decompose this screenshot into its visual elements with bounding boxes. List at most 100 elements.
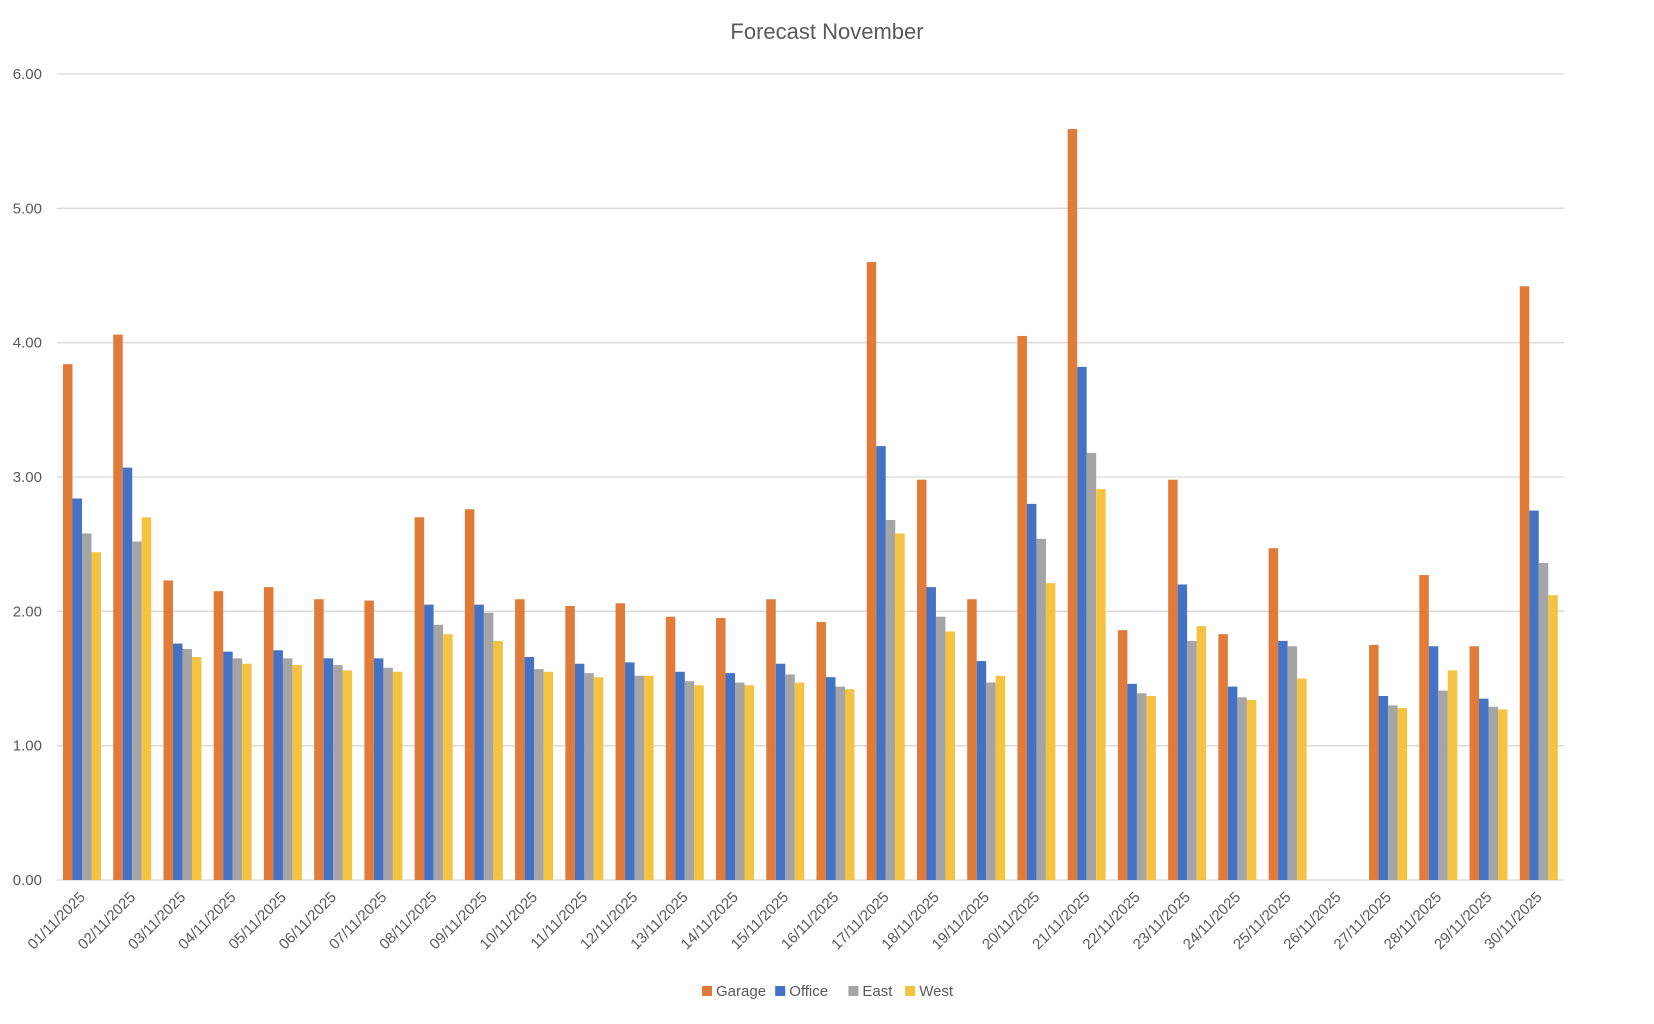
bar-west-17/11/2025 <box>895 533 905 880</box>
bar-garage-28/11/2025 <box>1419 575 1429 880</box>
y-tick-label: 2.00 <box>13 603 42 620</box>
series-west <box>91 489 1558 880</box>
legend-label: West <box>919 983 954 1000</box>
bar-east-14/11/2025 <box>735 682 745 880</box>
bar-garage-05/11/2025 <box>263 587 274 880</box>
y-tick-label: 4.00 <box>13 335 42 352</box>
bar-east-08/11/2025 <box>433 624 444 880</box>
bar-garage-03/11/2025 <box>163 580 173 880</box>
bar-east-05/11/2025 <box>282 658 293 880</box>
bar-west-14/11/2025 <box>744 685 755 880</box>
bar-west-28/11/2025 <box>1447 670 1458 880</box>
bar-garage-07/11/2025 <box>364 600 374 880</box>
bar-office-17/11/2025 <box>876 446 886 880</box>
bar-east-17/11/2025 <box>885 519 896 880</box>
series-office <box>72 366 1539 881</box>
bar-west-24/11/2025 <box>1246 699 1257 880</box>
bar-west-27/11/2025 <box>1397 708 1408 880</box>
bar-east-25/11/2025 <box>1287 646 1298 880</box>
bar-east-28/11/2025 <box>1438 690 1448 880</box>
bar-west-08/11/2025 <box>443 634 453 880</box>
legend-item-garage: Garage <box>702 983 766 1000</box>
bar-office-11/11/2025 <box>574 663 585 880</box>
bar-office-13/11/2025 <box>675 671 685 880</box>
bar-east-01/11/2025 <box>82 533 92 880</box>
bar-garage-23/11/2025 <box>1168 479 1178 880</box>
bar-office-14/11/2025 <box>725 673 736 880</box>
bar-east-16/11/2025 <box>835 686 845 880</box>
bar-garage-17/11/2025 <box>866 262 877 880</box>
bar-office-16/11/2025 <box>826 677 836 880</box>
legend-label: Garage <box>716 983 766 1000</box>
bar-office-04/11/2025 <box>223 651 233 880</box>
legend-label: East <box>862 983 893 1000</box>
bar-east-27/11/2025 <box>1388 705 1398 880</box>
bar-west-15/11/2025 <box>794 682 805 880</box>
bar-garage-08/11/2025 <box>414 517 425 880</box>
bar-garage-27/11/2025 <box>1369 644 1379 880</box>
legend-swatch <box>775 986 786 996</box>
bar-office-28/11/2025 <box>1428 646 1439 880</box>
legend-swatch <box>702 986 712 996</box>
legend: Garage Office East West <box>702 983 954 1000</box>
bar-garage-20/11/2025 <box>1017 335 1027 880</box>
bar-garage-15/11/2025 <box>766 599 776 880</box>
bar-west-18/11/2025 <box>945 631 955 880</box>
bar-west-07/11/2025 <box>392 671 403 880</box>
bar-east-20/11/2025 <box>1036 538 1046 880</box>
bar-east-22/11/2025 <box>1136 693 1147 880</box>
bar-east-30/11/2025 <box>1538 562 1549 880</box>
bar-west-02/11/2025 <box>141 517 152 880</box>
bar-east-21/11/2025 <box>1086 452 1097 880</box>
bar-office-09/11/2025 <box>474 604 484 880</box>
bar-west-05/11/2025 <box>292 665 302 880</box>
bar-west-13/11/2025 <box>694 685 704 880</box>
y-axis: 0.00 1.00 2.00 3.00 4.00 5.00 6.00 <box>13 66 42 889</box>
bar-east-13/11/2025 <box>684 681 695 880</box>
bar-office-15/11/2025 <box>775 663 786 880</box>
bar-west-29/11/2025 <box>1498 709 1508 880</box>
bar-east-29/11/2025 <box>1488 706 1499 880</box>
bar-garage-14/11/2025 <box>716 618 726 880</box>
bar-west-25/11/2025 <box>1297 678 1307 880</box>
bar-east-10/11/2025 <box>534 669 544 880</box>
bar-east-15/11/2025 <box>785 674 795 880</box>
bar-west-23/11/2025 <box>1196 626 1207 880</box>
bar-office-18/11/2025 <box>926 587 936 880</box>
bar-office-20/11/2025 <box>1026 503 1037 880</box>
bar-east-24/11/2025 <box>1237 697 1247 880</box>
y-tick-label: 3.00 <box>13 469 42 486</box>
bar-office-27/11/2025 <box>1378 695 1389 880</box>
bar-garage-01/11/2025 <box>63 364 73 880</box>
bar-garage-11/11/2025 <box>565 605 575 880</box>
bar-office-21/11/2025 <box>1077 366 1087 881</box>
bar-west-16/11/2025 <box>845 689 855 880</box>
bar-east-09/11/2025 <box>483 612 494 880</box>
bar-east-03/11/2025 <box>182 648 192 880</box>
gridlines <box>57 73 1564 881</box>
bar-garage-16/11/2025 <box>816 622 826 880</box>
bar-west-01/11/2025 <box>91 552 101 880</box>
legend-item-office: Office <box>775 983 828 1000</box>
y-tick-label: 5.00 <box>13 200 42 217</box>
bar-east-18/11/2025 <box>935 616 946 880</box>
bar-office-29/11/2025 <box>1479 698 1489 880</box>
bar-office-24/11/2025 <box>1227 686 1238 880</box>
bar-office-30/11/2025 <box>1529 510 1539 880</box>
bar-west-10/11/2025 <box>543 671 554 880</box>
bar-garage-25/11/2025 <box>1268 548 1279 880</box>
bar-garage-24/11/2025 <box>1218 634 1228 880</box>
bar-west-03/11/2025 <box>191 657 202 880</box>
bar-garage-04/11/2025 <box>213 591 224 880</box>
series-east <box>82 452 1549 880</box>
bar-garage-30/11/2025 <box>1519 286 1530 880</box>
bar-garage-02/11/2025 <box>113 334 123 880</box>
bar-office-01/11/2025 <box>72 498 82 880</box>
bar-west-20/11/2025 <box>1045 583 1056 880</box>
chart-title: Forecast November <box>730 19 923 44</box>
bar-garage-09/11/2025 <box>464 509 475 880</box>
bar-garage-29/11/2025 <box>1469 646 1480 880</box>
bar-garage-18/11/2025 <box>916 479 927 880</box>
